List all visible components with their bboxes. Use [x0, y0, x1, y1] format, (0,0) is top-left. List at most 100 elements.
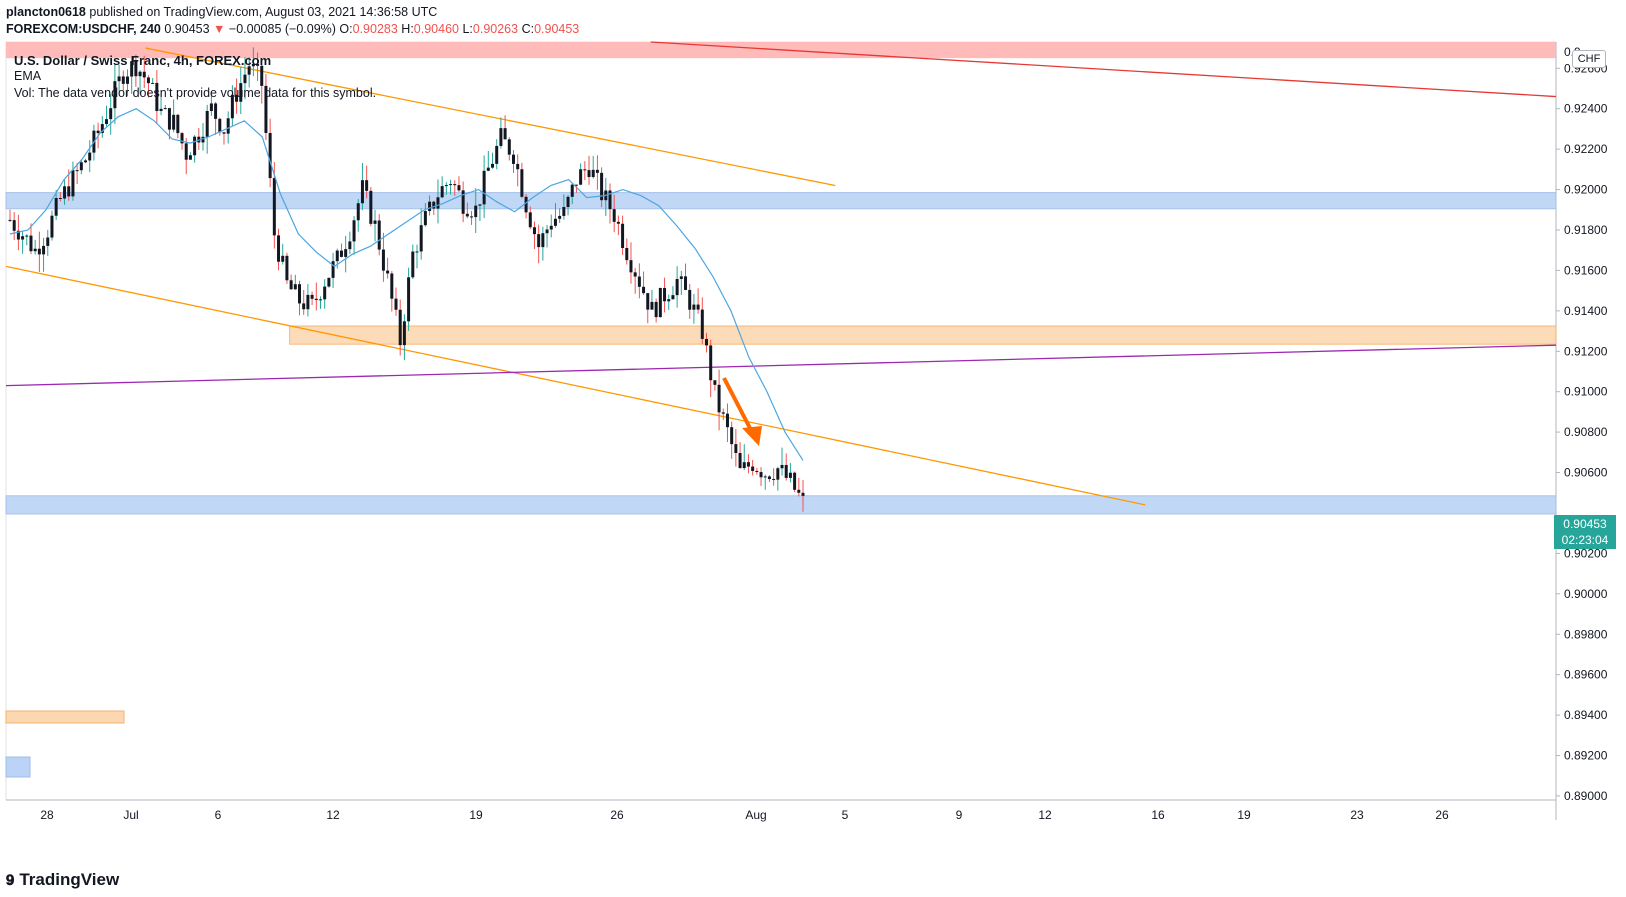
candle-body	[163, 108, 167, 110]
candle-body	[369, 190, 373, 224]
candle-body	[230, 94, 234, 119]
candle-body	[167, 108, 171, 130]
tradingview-logo[interactable]: 𝟗 TradingView	[6, 870, 119, 890]
price-tick-label: 0.91200	[1564, 344, 1608, 358]
candle-body	[734, 444, 738, 453]
candle-body	[373, 220, 377, 224]
candle-body	[96, 130, 100, 134]
time-tick-label: 26	[610, 808, 624, 822]
candle-body	[155, 82, 159, 112]
candle-body	[478, 204, 482, 206]
candle-body	[268, 132, 272, 179]
last-price-label: 0.90453 02:23:04	[1554, 515, 1616, 549]
candle-body	[12, 220, 16, 231]
candle-body	[713, 380, 717, 385]
currency-badge[interactable]: CHF	[1572, 50, 1606, 68]
candle-body	[667, 299, 671, 302]
candle-body	[444, 185, 448, 187]
candle-body	[264, 85, 268, 133]
candle-body	[176, 114, 180, 134]
candle-body	[579, 169, 583, 185]
annotation-arrow-head	[742, 426, 762, 446]
candle-body	[377, 220, 381, 250]
volume-legend[interactable]: Vol: The data vendor doesn't provide vol…	[14, 86, 377, 100]
ema-legend[interactable]: EMA	[14, 69, 42, 83]
candle-body	[285, 255, 289, 281]
candle-body	[407, 277, 411, 322]
candle-body	[239, 83, 243, 102]
purple-trendline	[5, 344, 1557, 387]
price-tick-label: 0.89000	[1564, 789, 1608, 803]
candle-body	[428, 201, 432, 212]
candle-body	[125, 76, 129, 84]
candle-body	[449, 184, 453, 186]
price-tick-label: 0.89800	[1564, 627, 1608, 641]
blue-zone-stub	[5, 756, 31, 778]
candle-body	[360, 180, 364, 204]
candle-body	[784, 464, 788, 478]
candle-body	[537, 234, 541, 248]
candle-body	[797, 489, 801, 493]
candle-body	[281, 255, 285, 262]
candle-body	[277, 235, 281, 262]
candle-body	[625, 247, 629, 261]
candle-body	[256, 64, 260, 66]
candle-body	[84, 160, 88, 163]
candle-body	[587, 170, 591, 178]
last-price: 0.90453	[164, 22, 210, 36]
price-change: −0.00085 (−0.09%)	[228, 22, 336, 36]
candle-body	[616, 221, 620, 224]
candle-body	[780, 464, 784, 469]
candle-body	[709, 345, 713, 381]
candle-body	[201, 136, 205, 143]
candle-body	[763, 476, 767, 478]
blue-zone-upper	[5, 192, 1557, 210]
high-label: H:	[401, 22, 414, 36]
candle-body	[151, 82, 155, 84]
candle-body	[218, 118, 222, 133]
time-tick-label: 19	[1237, 808, 1251, 822]
candle-body	[503, 128, 507, 140]
candle-body	[671, 295, 675, 300]
candle-body	[172, 114, 176, 130]
candle-body	[226, 118, 230, 134]
last-price-axis-value: 0.90453	[1563, 517, 1607, 531]
candle-body	[402, 321, 406, 346]
candle-body	[79, 162, 83, 171]
candle-body	[574, 184, 578, 186]
candle-body	[675, 278, 679, 296]
publish-info: plancton0618 published on TradingView.co…	[6, 5, 437, 19]
price-tick-label: 0.91600	[1564, 263, 1608, 277]
candle-body	[113, 81, 117, 109]
candle-body	[180, 133, 184, 144]
candle-body	[558, 215, 562, 219]
candle-body	[646, 293, 650, 310]
candle-body	[63, 186, 67, 199]
candle-body	[793, 472, 797, 490]
time-tick-label: 23	[1350, 808, 1364, 822]
candle-body	[545, 229, 549, 234]
candle-body	[302, 303, 306, 310]
candle-body	[746, 462, 750, 467]
candle-body	[335, 250, 339, 262]
candle-body	[721, 412, 725, 414]
candle-body	[37, 248, 41, 255]
candle-body	[767, 476, 771, 480]
orange-zone-stub	[5, 710, 125, 724]
candle-body	[134, 61, 138, 77]
candle-body	[67, 186, 71, 197]
open-value: 0.90283	[352, 22, 398, 36]
candle-body	[642, 286, 646, 294]
candle-body	[423, 211, 427, 226]
candle-body	[146, 77, 150, 84]
candle-body	[205, 110, 209, 137]
candle-body	[138, 71, 142, 77]
time-tick-label: 6	[215, 808, 222, 822]
candle-body	[482, 170, 486, 205]
candle-body	[247, 66, 251, 75]
tradingview-logo-icon: 𝟗	[6, 872, 15, 889]
channel-bottom	[5, 265, 1146, 506]
candle-body	[398, 309, 402, 346]
candle-body	[306, 294, 310, 310]
